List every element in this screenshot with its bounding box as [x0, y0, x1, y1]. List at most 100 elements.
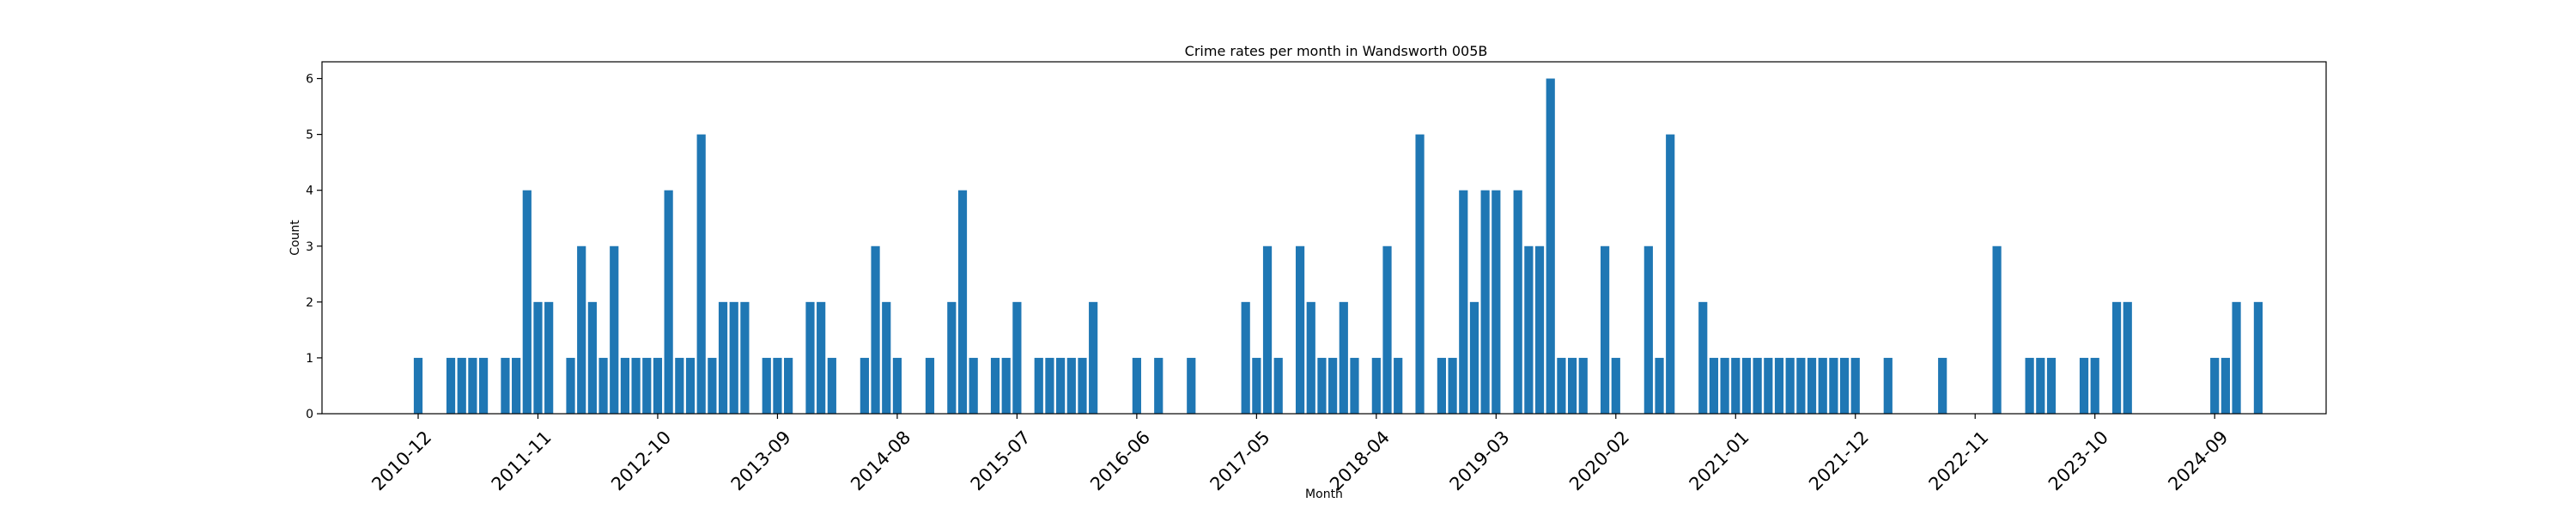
bar-2014-11 [925, 357, 935, 414]
bar-2012-02 [566, 357, 575, 414]
bar-2019-05 [1513, 190, 1522, 414]
bar-2023-06 [2046, 357, 2057, 414]
bar-2021-03 [1753, 357, 1762, 414]
bar-2024-01 [2123, 301, 2132, 414]
y-tick-label: 0 [306, 408, 313, 421]
bar-2021-12 [1850, 357, 1860, 414]
bar-2021-05 [1774, 357, 1784, 414]
bar-2018-11 [1448, 357, 1457, 414]
bar-2013-06 [740, 301, 750, 414]
bar-2015-11 [1056, 357, 1066, 414]
bar-2013-01 [685, 357, 696, 414]
bar-2012-12 [675, 357, 684, 414]
bar-2021-06 [1785, 357, 1795, 414]
y-tick-label: 1 [306, 352, 313, 366]
bar-2020-06 [1655, 357, 1664, 414]
bar-2018-04 [1371, 357, 1381, 414]
bar-2018-06 [1394, 357, 1403, 414]
bar-2014-01 [817, 301, 826, 414]
y-axis: 0 1 2 3 4 5 6 [306, 73, 322, 421]
bar-2021-09 [1818, 357, 1827, 414]
x-tick-label: 2015-07 [967, 427, 1035, 494]
bars-group [413, 78, 2263, 415]
bar-2014-02 [827, 357, 836, 414]
bar-2016-11 [1187, 357, 1196, 414]
bar-2021-10 [1829, 357, 1838, 414]
bar-2017-12 [1328, 357, 1338, 414]
bar-2020-10 [1698, 301, 1708, 414]
bar-2015-12 [1066, 357, 1076, 414]
x-tick-label: 2021-01 [1686, 427, 1753, 494]
bar-2012-11 [664, 190, 673, 414]
bar-2011-11 [533, 301, 543, 414]
bar-2013-09 [773, 357, 782, 414]
x-tick-label: 2022-11 [1925, 427, 1993, 494]
bar-2021-02 [1741, 357, 1752, 414]
bar-2013-08 [762, 357, 771, 414]
plot-frame [321, 61, 2327, 415]
x-axis-label: Month [1305, 488, 1343, 501]
x-tick-label: 2014-08 [847, 427, 914, 494]
bar-2016-08 [1154, 357, 1163, 414]
bar-2012-04 [587, 301, 597, 414]
y-tick-label: 6 [306, 73, 313, 87]
bar-2018-02 [1350, 357, 1359, 414]
bar-2024-11 [2232, 301, 2241, 414]
bar-2020-12 [1720, 357, 1729, 414]
bar-2012-10 [653, 357, 663, 414]
bar-2013-04 [718, 301, 728, 414]
bar-2020-07 [1666, 134, 1675, 414]
bar-2021-11 [1839, 357, 1850, 414]
y-tick-label: 5 [306, 129, 313, 142]
bar-2021-07 [1796, 357, 1806, 414]
bar-2011-05 [468, 357, 477, 414]
bar-2024-09 [2210, 357, 2220, 414]
chart-title: Crime rates per month in Wandsworth 005B [1185, 43, 1488, 59]
bar-2022-03 [1883, 357, 1893, 414]
bar-2015-05 [990, 357, 1000, 414]
bar-2018-10 [1437, 357, 1447, 414]
bar-2015-06 [1001, 357, 1011, 414]
bar-2017-04 [1241, 301, 1250, 414]
y-axis-label: Count [289, 220, 302, 256]
bar-2019-10 [1567, 357, 1577, 414]
bar-2011-12 [544, 301, 554, 414]
bar-2011-09 [512, 357, 521, 414]
bar-2017-09 [1295, 245, 1305, 414]
bar-2011-06 [478, 357, 489, 414]
bar-2020-01 [1601, 245, 1610, 414]
bar-2012-03 [577, 245, 586, 414]
bar-2013-02 [696, 134, 706, 414]
bar-2012-09 [642, 357, 652, 414]
bar-2023-04 [2025, 357, 2034, 414]
bar-2016-02 [1089, 301, 1098, 414]
bar-2020-05 [1643, 245, 1653, 414]
bar-2011-10 [522, 190, 532, 414]
x-tick-label: 2017-05 [1206, 427, 1274, 494]
bar-2023-10 [2090, 357, 2099, 414]
bar-2020-02 [1611, 357, 1620, 414]
bar-2014-08 [892, 357, 902, 414]
bar-2014-06 [871, 245, 880, 414]
bar-2023-05 [2036, 357, 2045, 414]
x-tick-label: 2012-10 [607, 427, 675, 494]
bar-2012-06 [610, 245, 619, 414]
bar-2021-01 [1731, 357, 1741, 414]
x-tick-label: 2018-04 [1326, 427, 1394, 494]
x-tick-label: 2021-12 [1805, 427, 1873, 494]
bar-2019-08 [1546, 78, 1555, 415]
bar-2017-06 [1262, 245, 1273, 414]
bar-2013-12 [805, 301, 815, 414]
bar-2019-02 [1480, 190, 1490, 414]
x-tick-label: 2016-06 [1086, 427, 1154, 494]
bar-2014-07 [882, 301, 891, 414]
bar-2017-05 [1252, 357, 1261, 414]
x-tick-label: 2020-02 [1565, 427, 1633, 494]
y-tick-label: 3 [306, 240, 313, 254]
bar-2015-03 [969, 357, 978, 414]
x-tick-label: 2024-09 [2164, 427, 2232, 494]
bar-2015-01 [947, 301, 957, 414]
bar-2023-01 [1992, 245, 2002, 414]
x-tick-label: 2011-11 [488, 427, 556, 494]
